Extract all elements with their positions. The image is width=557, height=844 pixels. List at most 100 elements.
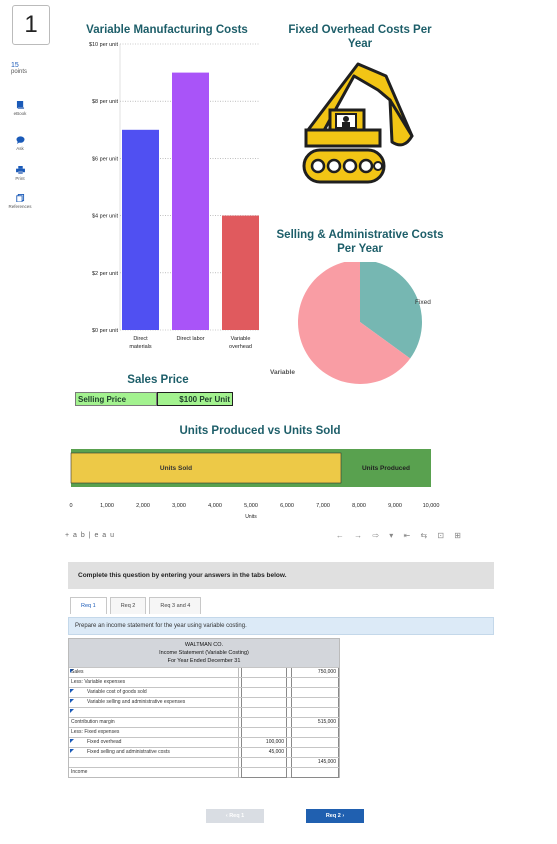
- row-label-input: Income: [69, 768, 239, 778]
- statement-header: WALTMAN CO. Income Statement (Variable C…: [69, 639, 339, 667]
- tableau-controls[interactable]: ← → ⇨ ▾ ⇤ ⇆ ⊡ ⊞: [335, 531, 465, 540]
- statement-title: Income Statement (Variable Costing): [159, 650, 249, 656]
- y-tick-label: $0 per unit: [92, 328, 118, 334]
- selling-price-value: $100 Per Unit: [157, 392, 233, 406]
- y-tick-label: $2 per unit: [92, 271, 118, 277]
- y-tick-label: $10 per unit: [89, 42, 119, 48]
- amount-input-inner[interactable]: [241, 768, 287, 778]
- sga-title: Selling & Administrative Costs Per Year: [276, 229, 444, 255]
- ask-label: Ask: [16, 146, 24, 151]
- row-label: Variable cost of goods sold: [87, 689, 147, 695]
- statement-row: Less: Fixed expenses: [69, 727, 339, 738]
- points-value: 15: [11, 62, 19, 69]
- tab-req-1[interactable]: Req 1: [70, 597, 107, 614]
- row-label-input[interactable]: Fixed overhead: [69, 738, 239, 748]
- requirement-prompt: Prepare an income statement for the year…: [68, 617, 494, 635]
- tab-req-3-4[interactable]: Req 3 and 4: [149, 597, 202, 614]
- dropdown-flag-icon: [70, 669, 74, 673]
- y-tick-label: $8 per unit: [92, 99, 118, 105]
- next-button[interactable]: Req 2 ›: [306, 809, 364, 823]
- row-label-input: Contribution margin: [69, 718, 239, 728]
- x-tick-label: 7,000: [316, 503, 330, 509]
- row-label-input: [69, 758, 239, 768]
- variable-cost-bar[interactable]: [172, 72, 209, 330]
- selling-price-label: Selling Price: [75, 392, 157, 406]
- x-tick-label: 4,000: [208, 503, 222, 509]
- variable-costs-title: Variable Manufacturing Costs: [86, 24, 248, 36]
- statement-row: Sales$750,000: [69, 667, 339, 678]
- question-number: 1: [12, 5, 50, 45]
- y-tick-label: $6 per unit: [92, 156, 118, 162]
- row-label: Contribution margin: [71, 719, 115, 725]
- variable-cost-bar[interactable]: [122, 129, 159, 330]
- tableau-toolbar: + a b | e a u ← → ⇨ ▾ ⇤ ⇆ ⊡ ⊞: [65, 530, 465, 544]
- x-tick-label: 10,000: [423, 503, 440, 509]
- row-label-input[interactable]: Fixed selling and administrative costs: [69, 748, 239, 758]
- income-statement: WALTMAN CO. Income Statement (Variable C…: [68, 638, 340, 778]
- row-label-input[interactable]: [69, 708, 239, 718]
- category-label: Direct: [133, 336, 148, 342]
- x-tick-label: 5,000: [244, 503, 258, 509]
- row-label: Fixed selling and administrative costs: [87, 749, 170, 755]
- row-label-input[interactable]: Variable selling and administrative expe…: [69, 698, 239, 708]
- pie-slice[interactable]: [360, 262, 422, 359]
- row-label-input: Less: Variable expenses: [69, 678, 239, 688]
- sga-pie-chart: Fixed Variable: [270, 262, 431, 384]
- prev-button[interactable]: ‹ Req 1: [206, 809, 264, 823]
- dropdown-flag-icon: [70, 739, 74, 743]
- row-label: Income: [71, 769, 88, 775]
- points-info: 15 points: [11, 62, 27, 76]
- company-name: WALTMAN CO.: [184, 642, 224, 648]
- row-label: Less: Variable expenses: [71, 679, 126, 685]
- print-button[interactable]: Print: [6, 166, 34, 181]
- dropdown-flag-icon: [70, 749, 74, 753]
- references-button[interactable]: References: [6, 194, 34, 209]
- x-axis-label: Units: [245, 514, 257, 520]
- pie-slice[interactable]: [297, 262, 411, 384]
- statement-row: [69, 707, 339, 718]
- amount-input-outer[interactable]: [291, 768, 339, 778]
- print-label: Print: [15, 176, 25, 181]
- references-label: References: [8, 204, 32, 209]
- row-label: Less: Fixed expenses: [71, 729, 120, 735]
- ebook-label: eBook: [13, 111, 27, 116]
- category-label: materials: [129, 344, 152, 350]
- ask-button[interactable]: Ask: [6, 136, 34, 151]
- statement-row: 145,000: [69, 757, 339, 768]
- category-label: overhead: [229, 344, 252, 350]
- excavator-icon: [302, 62, 414, 184]
- row-label-input[interactable]: Variable cost of goods sold: [69, 688, 239, 698]
- statement-row: Less: Variable expenses: [69, 677, 339, 688]
- statement-row: Contribution margin 515,000: [69, 717, 339, 728]
- tableau-logo[interactable]: + a b | e a u: [65, 532, 116, 539]
- units-sold-label: Units Sold: [160, 465, 192, 472]
- pie-label-fixed: Fixed: [415, 299, 431, 306]
- units-sold-bar[interactable]: [70, 452, 342, 484]
- dropdown-flag-icon: [70, 689, 74, 693]
- instruction-banner: Complete this question by entering your …: [68, 562, 494, 589]
- variable-cost-bar[interactable]: [222, 215, 259, 330]
- statement-row: Variable cost of goods sold: [69, 687, 339, 698]
- ebook-button[interactable]: eBook: [6, 101, 34, 116]
- category-label: Direct labor: [176, 336, 204, 342]
- tab-req-2[interactable]: Req 2: [109, 597, 147, 614]
- x-tick-label: 9,000: [388, 503, 402, 509]
- row-label-input[interactable]: Sales: [69, 668, 239, 678]
- x-tick-label: 2,000: [136, 503, 150, 509]
- statement-row: Fixed selling and administrative costs 45…: [69, 747, 339, 758]
- statement-period: For Year Ended December 31: [167, 658, 241, 664]
- points-label: points: [11, 69, 28, 75]
- pie-label-variable: Variable: [270, 369, 295, 376]
- dropdown-flag-icon: [70, 699, 74, 703]
- statement-row: Variable selling and administrative expe…: [69, 697, 339, 708]
- printer-icon: [15, 166, 25, 174]
- row-label: Fixed overhead: [87, 739, 122, 745]
- sales-price-title: Sales Price: [127, 374, 189, 386]
- row-label: Sales: [71, 669, 84, 675]
- statement-row: Fixed overhead 100,000: [69, 737, 339, 748]
- y-tick-label: $4 per unit: [92, 214, 118, 220]
- chat-icon: [16, 136, 24, 144]
- variable-costs-chart: $0 per unit $2 per unit $4 per unit $6 per …: [89, 42, 260, 350]
- x-tick-label: 0: [69, 503, 72, 509]
